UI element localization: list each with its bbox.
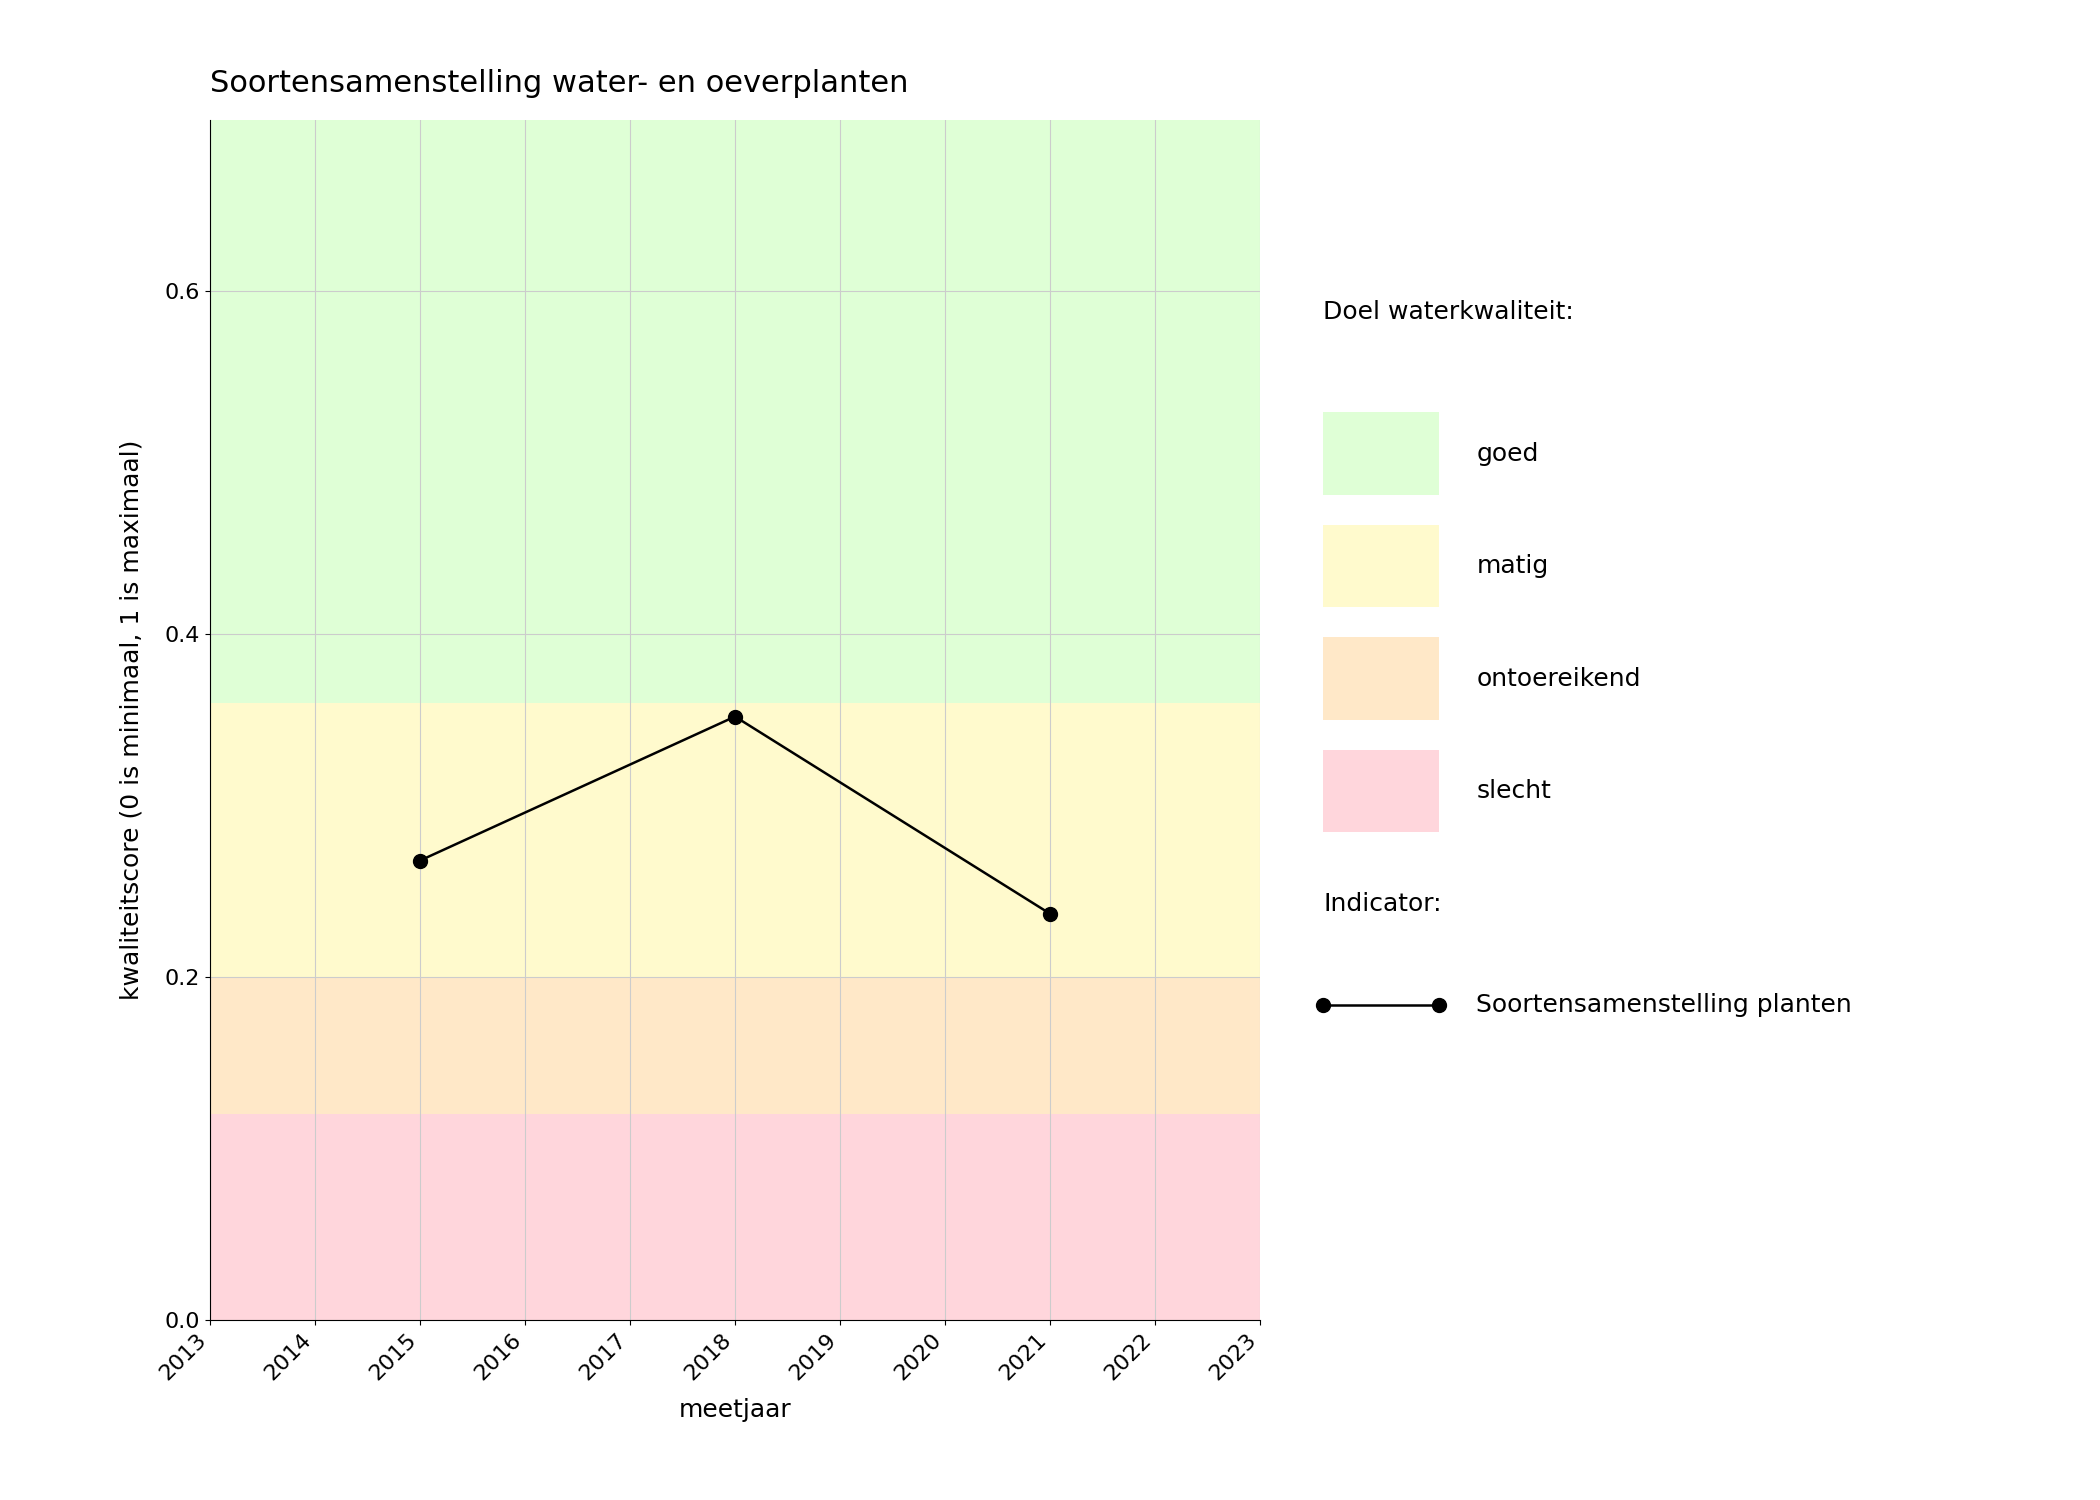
Text: ontoereikend: ontoereikend: [1476, 666, 1640, 690]
Y-axis label: kwaliteitscore (0 is minimaal, 1 is maximaal): kwaliteitscore (0 is minimaal, 1 is maxi…: [120, 440, 145, 1001]
Text: Doel waterkwaliteit:: Doel waterkwaliteit:: [1323, 300, 1573, 324]
Text: Soortensamenstelling water- en oeverplanten: Soortensamenstelling water- en oeverplan…: [210, 69, 909, 98]
Text: goed: goed: [1476, 441, 1539, 465]
Bar: [210, 976, 1260, 1114]
Bar: [210, 704, 1260, 976]
Bar: [210, 120, 1260, 703]
Text: matig: matig: [1476, 554, 1548, 578]
Text: slecht: slecht: [1476, 778, 1552, 802]
Text: Soortensamenstelling planten: Soortensamenstelling planten: [1476, 993, 1852, 1017]
Bar: [210, 1114, 1260, 1320]
X-axis label: meetjaar: meetjaar: [678, 1398, 792, 1422]
Text: Indicator:: Indicator:: [1323, 892, 1441, 916]
